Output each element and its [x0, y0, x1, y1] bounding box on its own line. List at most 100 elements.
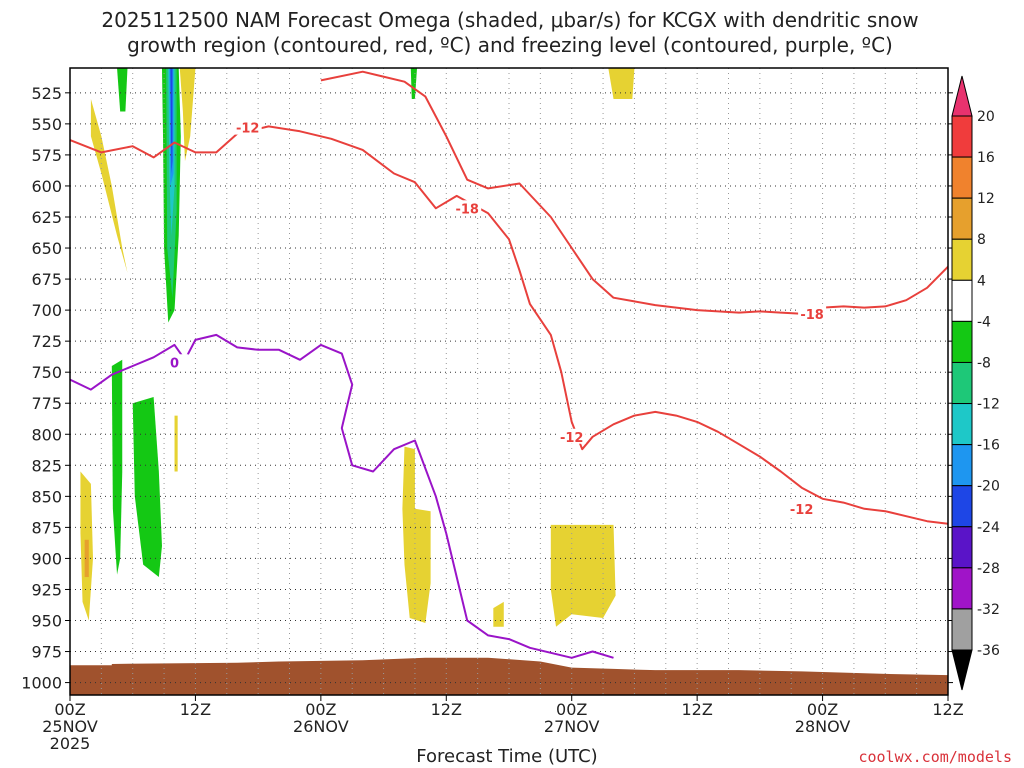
omega-region-11 [84, 539, 89, 578]
y-tick-label: 600 [31, 177, 62, 196]
omega-region-1 [117, 68, 128, 112]
colorbar-box [951, 361, 973, 405]
colorbar-box [951, 279, 973, 322]
omega-region-17 [410, 68, 418, 100]
colorbar-label: -32 [977, 602, 1000, 618]
plot-area: -12 -12 -12 -18 -18 0 [70, 68, 948, 695]
contour-label-bg [557, 428, 586, 444]
colorbar-box [951, 115, 973, 158]
colorbar-label: -8 [977, 355, 991, 371]
colorbar-box [951, 444, 973, 487]
colorbar-label: 12 [977, 191, 995, 207]
y-tick-label: 550 [31, 115, 62, 134]
y-tick-label: 975 [31, 643, 62, 662]
contour-label-bg [798, 305, 827, 321]
omega-region-16 [608, 68, 635, 100]
x-tick-sublabel: 27NOV [544, 717, 600, 736]
colorbar-box [951, 156, 973, 199]
x-tick-label: 00Z [807, 700, 838, 719]
x-tick-label: 00Z [305, 700, 336, 719]
omega-region-0 [90, 99, 128, 273]
contour-line-2 [70, 333, 614, 659]
x-tick-label: 00Z [556, 700, 587, 719]
y-tick-label: 1000 [21, 674, 62, 693]
plot-background [70, 68, 948, 695]
contour-label-bg [233, 119, 262, 135]
x-tick-year: 2025 [50, 734, 91, 753]
colorbar-bottom-triangle [951, 649, 973, 691]
colorbar-label: -36 [977, 643, 1000, 659]
chart-title-line2: growth region (contoured, red, ºC) and f… [127, 33, 893, 57]
colorbar-label: -20 [977, 479, 1000, 495]
y-tick-label: 525 [31, 84, 62, 103]
y-tick-label: 825 [31, 456, 62, 475]
x-tick-label: 00Z [54, 700, 85, 719]
colorbar-box [951, 320, 973, 363]
colorbar-label: 4 [977, 273, 986, 289]
contour-line-0 [70, 125, 948, 525]
x-axis-label: Forecast Time (UTC) [416, 746, 597, 767]
contour-label-1-1: -18 [800, 308, 824, 323]
colorbar-label: -16 [977, 438, 1000, 454]
plot-frame [69, 67, 949, 696]
contour-label-0-2: -12 [790, 503, 814, 518]
x-tick-label: 12Z [431, 700, 462, 719]
y-tick-label: 950 [31, 612, 62, 631]
colorbar-box [951, 197, 973, 240]
y-tick-label: 650 [31, 239, 62, 258]
y-tick-label: 875 [31, 518, 62, 537]
omega-region-2 [179, 68, 196, 162]
omega-region-7 [170, 68, 173, 174]
colorbar-top-triangle [951, 75, 973, 117]
y-tick-label: 800 [31, 425, 62, 444]
colorbar-label: -4 [977, 314, 991, 330]
terrain-fill [70, 657, 948, 695]
omega-region-9 [132, 397, 162, 578]
colorbar-box [951, 608, 973, 651]
y-tick-label: 925 [31, 580, 62, 599]
x-tick-label: 12Z [681, 700, 712, 719]
contour-label-1-0: -18 [455, 202, 479, 217]
colorbar-box [951, 238, 973, 281]
contour-label-bg [453, 200, 482, 216]
credit-link[interactable]: coolwx.com/models [858, 748, 1012, 766]
colorbar-box [951, 485, 973, 528]
x-tick-sublabel: 28NOV [795, 717, 851, 736]
colorbar-label: -28 [977, 561, 1000, 577]
contour-label-bg [160, 354, 189, 370]
colorbar-label: -12 [977, 397, 1000, 413]
y-tick-label: 750 [31, 363, 62, 382]
y-tick-label: 900 [31, 549, 62, 568]
axes: 525 550 575 600 625 650 675 700 725 750 775 800 825 8… [21, 67, 964, 753]
y-tick-label: 575 [31, 146, 62, 165]
plot-clipped-content: -12 -12 -12 -18 -18 0 [70, 68, 948, 695]
y-tick-label: 675 [31, 270, 62, 289]
colorbar-label: 16 [977, 150, 995, 166]
colorbar-box [951, 567, 973, 610]
contour-label-0-0: -12 [236, 122, 260, 137]
chart-title-line1: 2025112500 NAM Forecast Omega (shaded, μ… [101, 8, 918, 32]
contour-label-0-1: -12 [560, 431, 584, 446]
contour-label-bg [787, 500, 816, 516]
x-tick-sublabel: 26NOV [293, 717, 349, 736]
contour-line-1 [320, 70, 948, 315]
y-tick-label: 725 [31, 332, 62, 351]
colorbar-label: 8 [977, 232, 986, 248]
contour-label-2-0: 0 [170, 356, 179, 371]
omega-region-13 [402, 446, 431, 623]
y-tick-label: 625 [31, 208, 62, 227]
colorbar-label: 20 [977, 109, 995, 125]
omega-region-8 [111, 359, 123, 575]
y-tick-label: 850 [31, 487, 62, 506]
omega-region-15 [550, 524, 616, 627]
x-tick-label: 12Z [932, 700, 963, 719]
colorbar-box [951, 403, 973, 446]
colorbar: 20 16 12 8 4 -4 -8 -12 -16 -20 -24 -28 -32 -36 [951, 75, 1000, 691]
omega-region-12 [174, 415, 178, 472]
y-tick-label: 775 [31, 394, 62, 413]
x-tick-label: 12Z [180, 700, 211, 719]
y-tick-label: 700 [31, 301, 62, 320]
colorbar-box [951, 526, 973, 569]
colorbar-label: -24 [977, 520, 1000, 536]
